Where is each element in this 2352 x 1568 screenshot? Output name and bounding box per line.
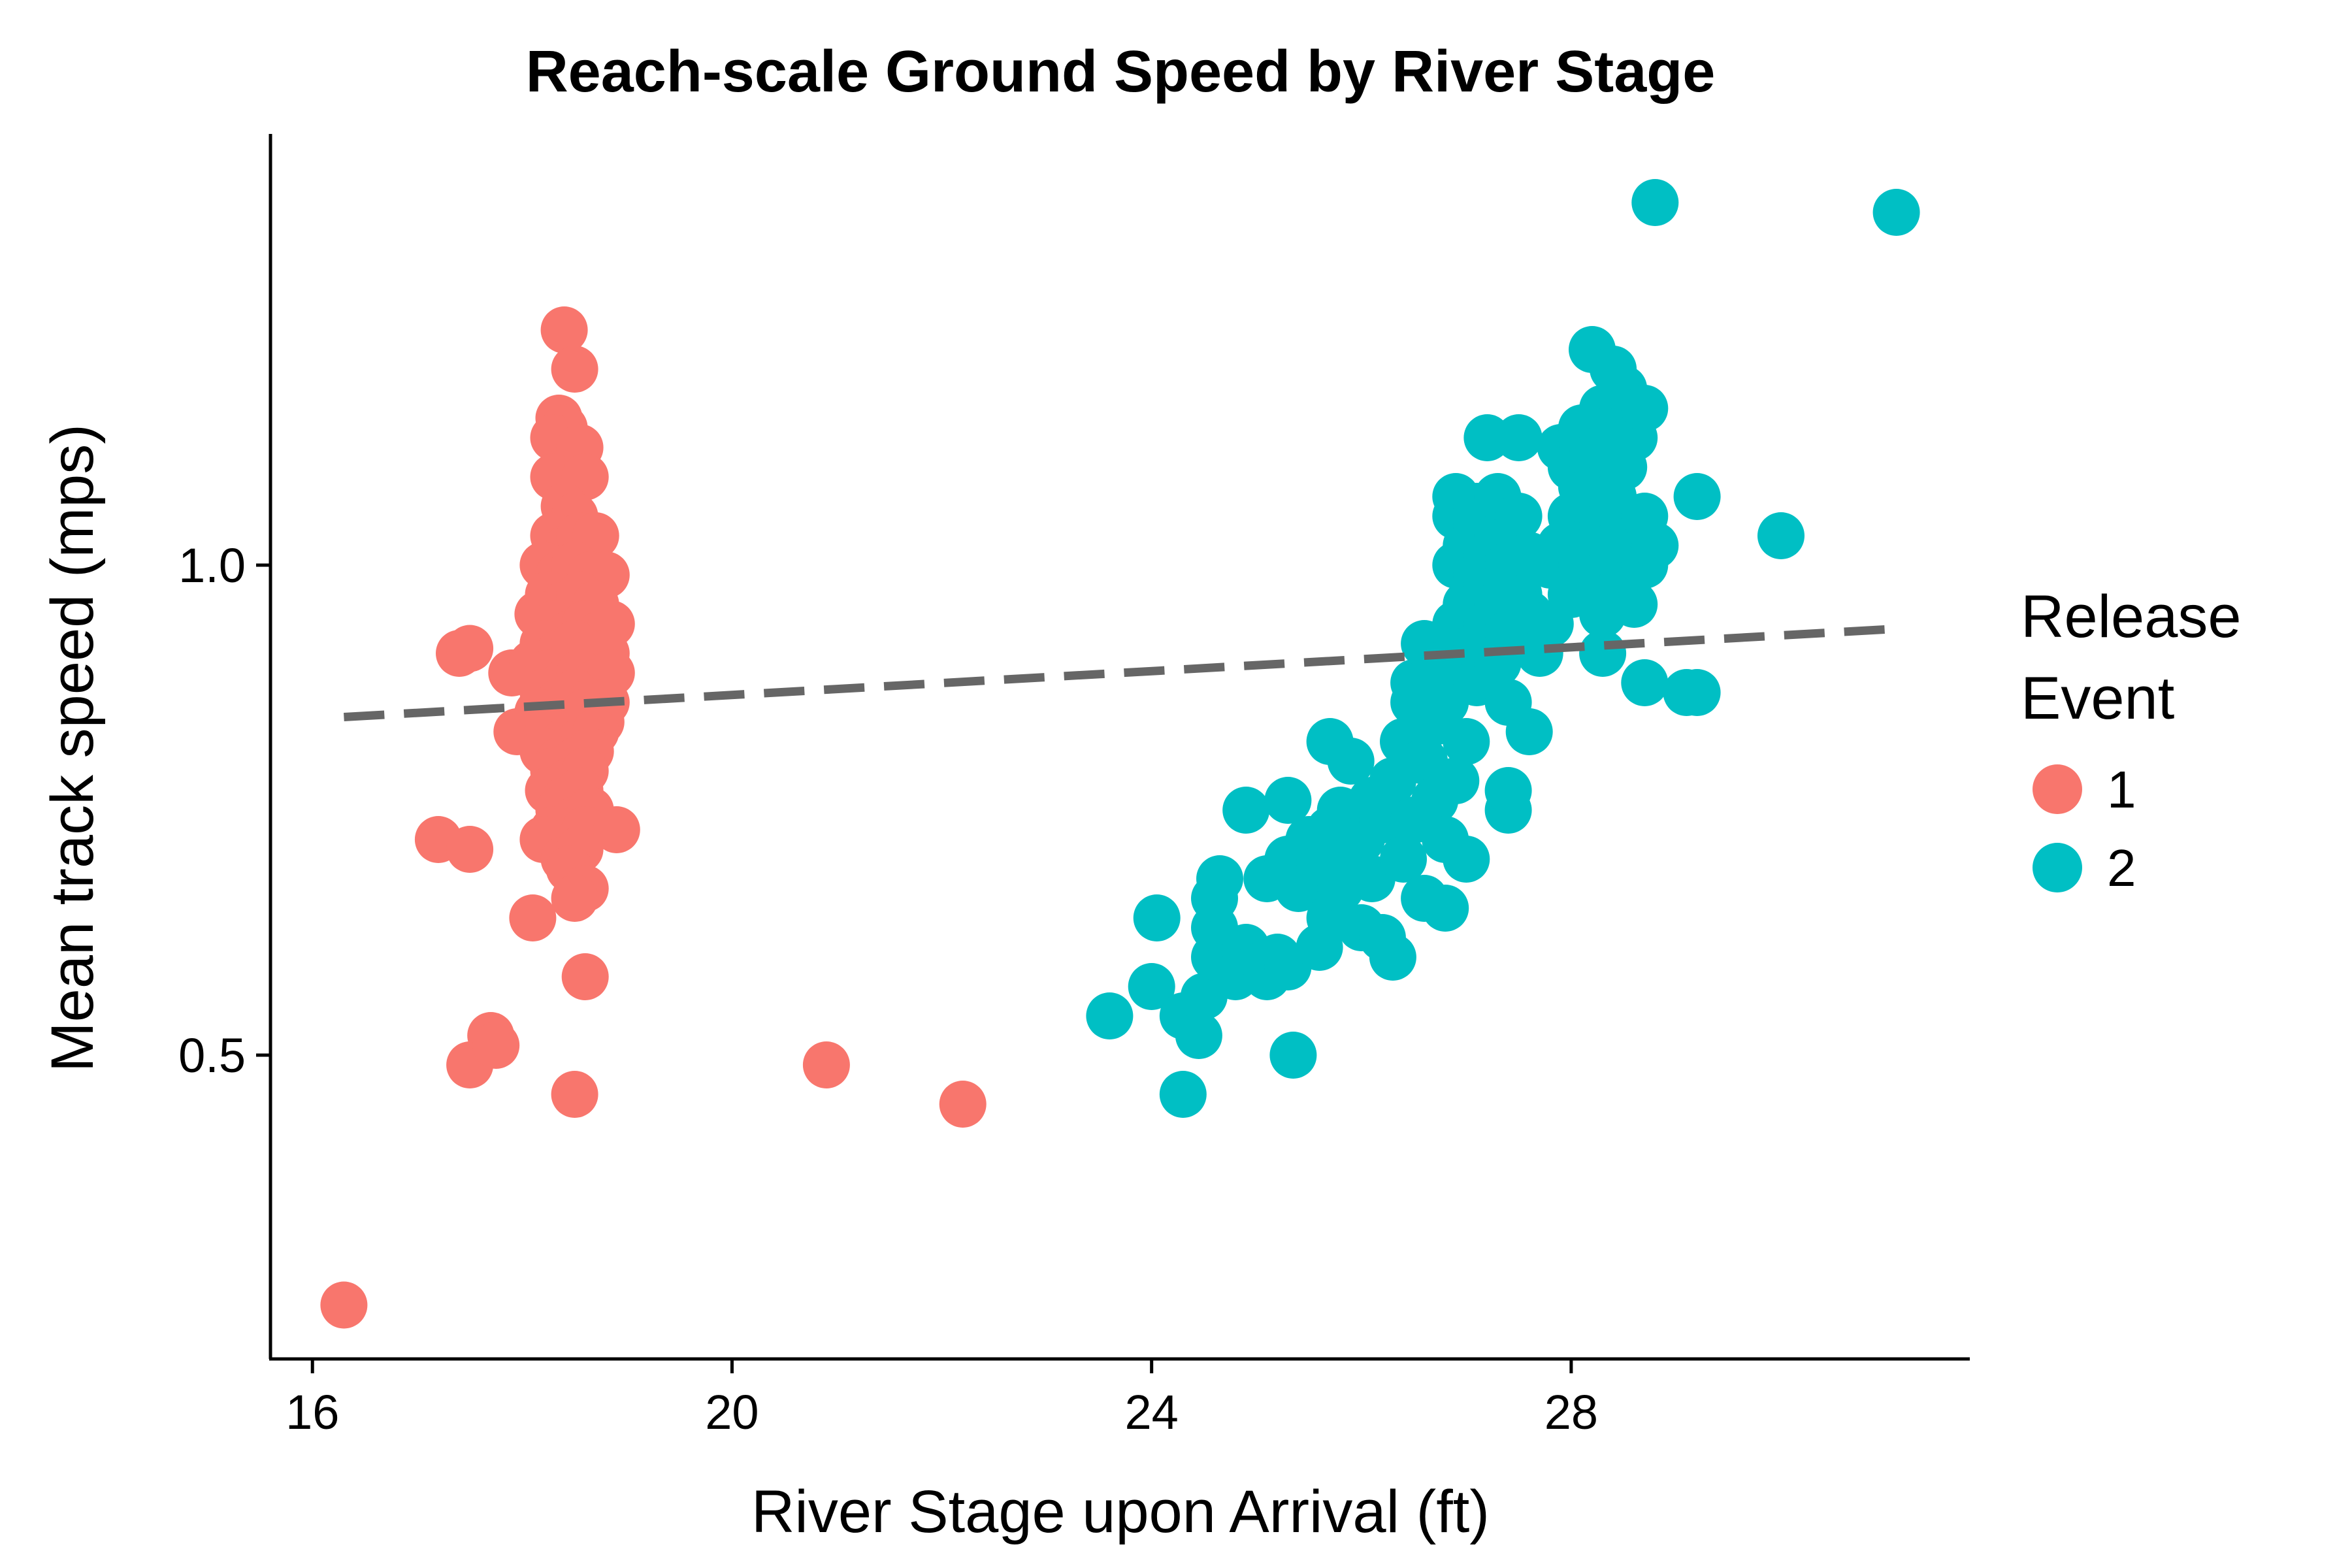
data-point-event-1 bbox=[472, 1022, 520, 1069]
data-point-event-2 bbox=[1621, 659, 1669, 706]
legend-label-event-1: 1 bbox=[2107, 760, 2136, 819]
data-point-event-1 bbox=[939, 1081, 987, 1128]
data-point-event-2 bbox=[1128, 963, 1175, 1010]
trend-line bbox=[344, 625, 1897, 721]
data-point-event-1 bbox=[561, 953, 609, 1000]
data-point-event-2 bbox=[1269, 1032, 1317, 1079]
legend-title-line-1: Release bbox=[2021, 583, 2242, 650]
data-point-event-2 bbox=[1757, 512, 1805, 559]
data-point-event-2 bbox=[1579, 630, 1627, 677]
data-point-event-2 bbox=[1621, 385, 1669, 432]
data-point-event-2 bbox=[1222, 787, 1270, 834]
legend-label-event-2: 2 bbox=[2107, 839, 2136, 897]
legend-key-event-1 bbox=[2033, 764, 2082, 814]
data-point-event-1 bbox=[551, 1071, 598, 1118]
data-point-event-2 bbox=[1610, 581, 1658, 628]
data-point-event-2 bbox=[1495, 414, 1543, 461]
y-tick-label: 1.0 bbox=[178, 538, 246, 593]
x-axis-title: River Stage upon Arrival (ft) bbox=[751, 1478, 1490, 1545]
data-point-event-2 bbox=[1159, 1071, 1207, 1118]
data-point-event-2 bbox=[1673, 669, 1721, 716]
x-tick-label: 16 bbox=[286, 1385, 339, 1439]
x-axis-ticks: 16 20 24 28 bbox=[286, 1359, 1598, 1439]
data-point-event-1 bbox=[320, 1281, 368, 1329]
chart-title: Reach-scale Ground Speed by River Stage bbox=[526, 39, 1716, 105]
y-tick-label: 0.5 bbox=[178, 1028, 246, 1083]
data-point-event-2 bbox=[1505, 708, 1553, 755]
data-point-event-1 bbox=[540, 306, 588, 353]
data-point-event-1 bbox=[446, 625, 494, 672]
data-point-event-1 bbox=[509, 894, 557, 941]
legend-key-event-2 bbox=[2033, 843, 2082, 892]
data-point-event-2 bbox=[1631, 179, 1679, 226]
data-point-event-2 bbox=[1369, 934, 1416, 981]
data-point-event-1 bbox=[593, 806, 640, 853]
data-point-event-2 bbox=[1196, 855, 1243, 902]
points-layer bbox=[320, 179, 1920, 1329]
x-tick-label: 24 bbox=[1125, 1385, 1179, 1439]
data-point-event-2 bbox=[1495, 493, 1543, 540]
data-point-event-1 bbox=[802, 1041, 850, 1088]
data-point-event-2 bbox=[1673, 473, 1721, 520]
data-point-event-2 bbox=[1133, 894, 1181, 941]
plot-area bbox=[320, 179, 1920, 1329]
data-point-event-2 bbox=[1443, 836, 1490, 883]
data-point-event-2 bbox=[1484, 767, 1532, 814]
data-point-event-1 bbox=[551, 346, 598, 393]
data-point-event-2 bbox=[1432, 757, 1480, 804]
data-point-event-2 bbox=[1422, 885, 1469, 932]
data-point-event-1 bbox=[446, 826, 494, 873]
x-tick-label: 28 bbox=[1544, 1385, 1598, 1439]
data-point-event-2 bbox=[1443, 718, 1490, 765]
data-point-event-2 bbox=[1380, 836, 1427, 883]
data-point-event-1 bbox=[551, 875, 598, 922]
y-axis-ticks: 0.5 1.0 bbox=[178, 538, 270, 1083]
x-tick-label: 20 bbox=[705, 1385, 759, 1439]
data-point-event-2 bbox=[1631, 522, 1679, 569]
data-point-event-2 bbox=[1264, 777, 1312, 824]
y-axis-title: Mean track speed (mps) bbox=[39, 424, 106, 1072]
legend-title-line-2: Event bbox=[2021, 665, 2174, 732]
legend: Release Event 1 2 bbox=[2021, 583, 2242, 897]
data-point-event-2 bbox=[1175, 1012, 1222, 1059]
data-point-event-2 bbox=[1872, 189, 1920, 236]
data-point-event-2 bbox=[1086, 992, 1134, 1039]
data-point-event-2 bbox=[1327, 738, 1375, 785]
